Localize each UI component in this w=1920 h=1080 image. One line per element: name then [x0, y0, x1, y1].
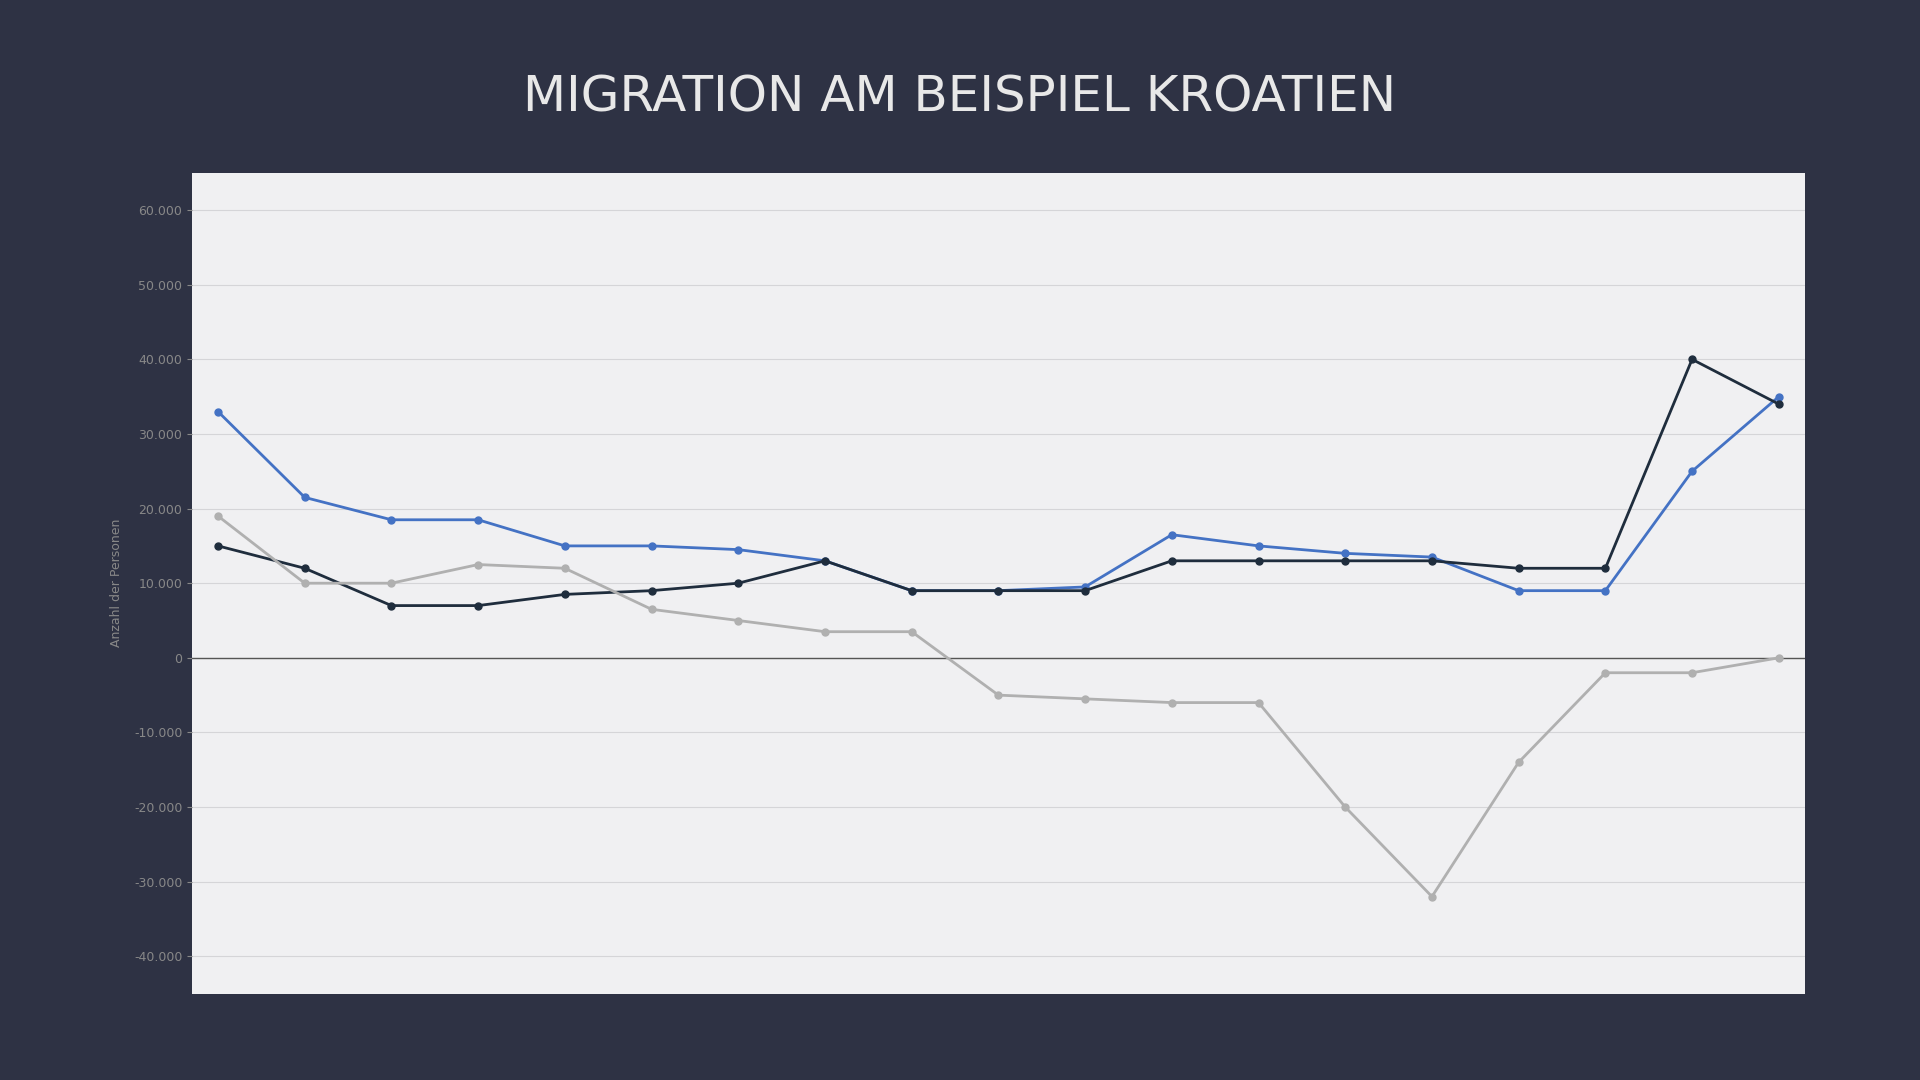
Y-axis label: Anzahl der Personen: Anzahl der Personen: [109, 519, 123, 647]
Text: MIGRATION AM BEISPIEL KROATIEN: MIGRATION AM BEISPIEL KROATIEN: [524, 73, 1396, 121]
